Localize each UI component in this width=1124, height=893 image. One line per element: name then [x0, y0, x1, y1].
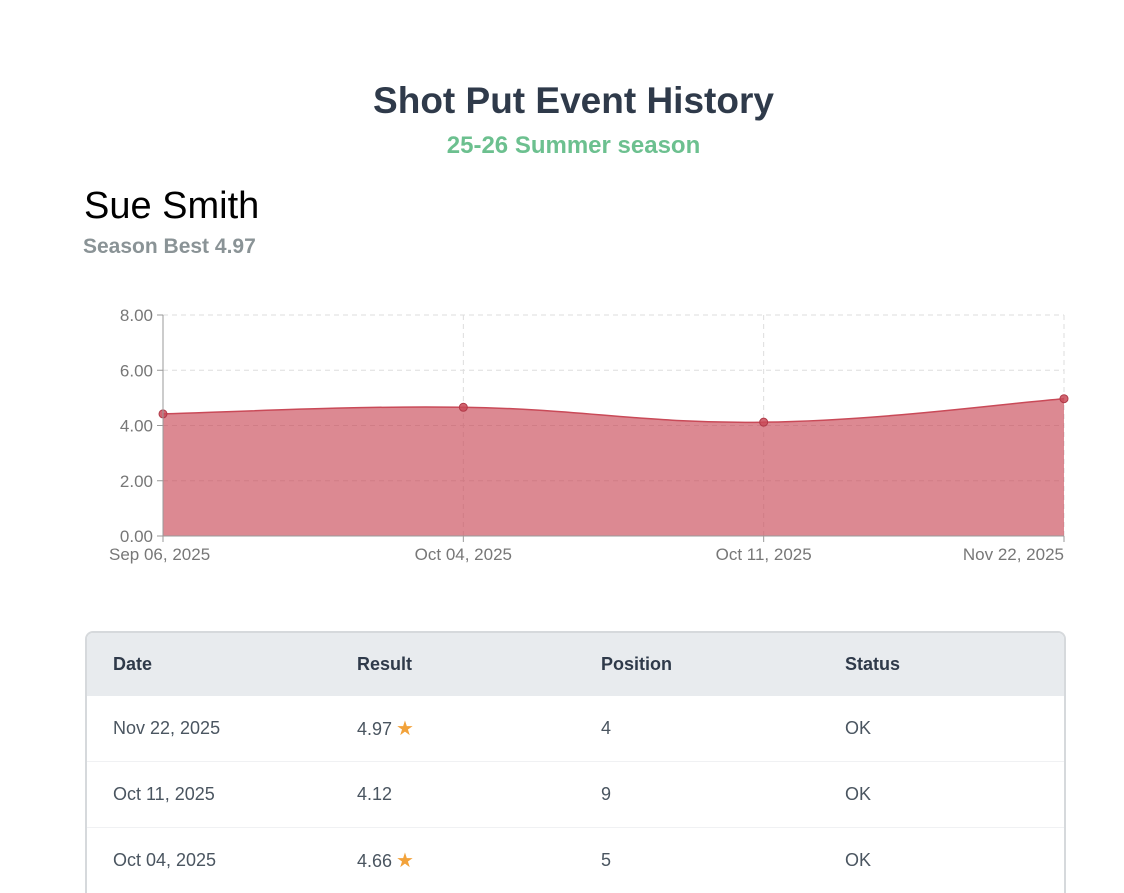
date-cell: Nov 22, 2025	[113, 718, 221, 738]
column-header-status[interactable]: Status	[845, 654, 901, 674]
area-fill	[163, 398, 1064, 536]
result-value: 4.12	[357, 784, 393, 804]
y-tick-label: 0.00	[120, 527, 153, 546]
x-tick-label: Oct 11, 2025	[716, 545, 812, 564]
result-chart: 0.00 2.00 4.00 6.00 8.00 Sep 06, 2025 Oct 04, …	[109, 306, 1069, 564]
date-cell: Oct 04, 2025	[113, 850, 217, 870]
x-tick-label: Nov 22, 2025	[963, 545, 1064, 564]
result-value: 4.97	[357, 719, 393, 739]
y-tick-label: 8.00	[120, 306, 153, 325]
status-cell: OK	[845, 718, 872, 738]
table-row[interactable]: Oct 04, 2025 4.66 ★ 5 OK	[87, 828, 1064, 893]
data-point	[1059, 394, 1069, 404]
x-tick-label: Oct 04, 2025	[415, 545, 512, 564]
result-value: 4.66	[357, 851, 393, 871]
y-tick-label: 6.00	[120, 361, 153, 380]
result-cell: 4.97 ★	[331, 716, 575, 741]
page-title: Shot Put Event History	[373, 80, 774, 121]
star-icon: ★	[396, 850, 414, 872]
table-row[interactable]: Nov 22, 2025 4.97 ★ 4 OK	[87, 696, 1064, 762]
season-best: Season Best 4.97	[83, 235, 256, 258]
status-cell: OK	[845, 850, 872, 870]
results-table: Date Result Position Status Nov 22, 2025…	[85, 631, 1066, 893]
star-icon: ★	[396, 718, 414, 740]
position-cell: 5	[601, 850, 612, 870]
result-cell: 4.66 ★	[331, 848, 575, 873]
y-tick-label: 2.00	[120, 472, 153, 491]
position-cell: 9	[601, 784, 612, 804]
table-header: Date Result Position Status	[87, 633, 1064, 696]
athlete-name: Sue Smith	[84, 185, 260, 227]
season-subtitle: 25-26 Summer season	[446, 132, 701, 159]
y-tick-label: 4.00	[120, 417, 153, 436]
table-row[interactable]: Oct 11, 2025 4.12 9 OK	[87, 762, 1064, 828]
column-header-date[interactable]: Date	[113, 654, 153, 674]
date-cell: Oct 11, 2025	[113, 784, 215, 804]
data-point	[759, 417, 769, 427]
column-header-result[interactable]: Result	[357, 654, 413, 674]
result-cell: 4.12	[331, 784, 575, 805]
data-point	[458, 402, 468, 412]
position-cell: 4	[601, 718, 612, 738]
column-header-position[interactable]: Position	[601, 654, 672, 674]
status-cell: OK	[845, 784, 872, 804]
x-tick-label: Sep 06, 2025	[109, 545, 210, 564]
series-line	[162, 397, 1065, 424]
